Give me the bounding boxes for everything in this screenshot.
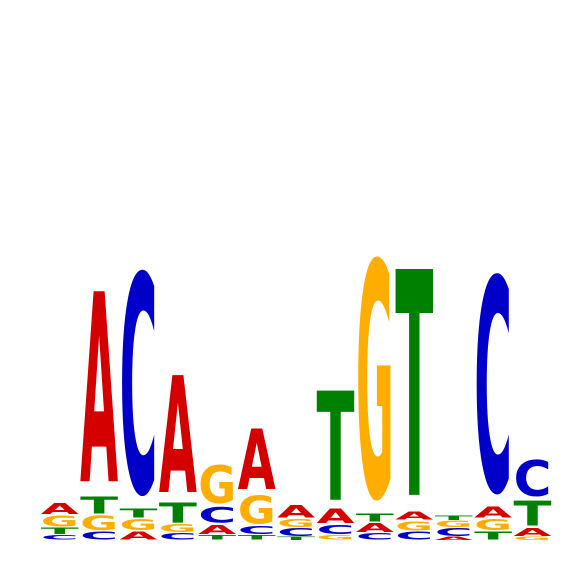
logo-letter-A: A <box>317 505 355 528</box>
logo-letter-C: C <box>120 214 158 562</box>
logo-letter-G: G <box>41 513 79 530</box>
logo-letter-C: C <box>198 503 236 528</box>
logo-letter-T: T <box>356 512 395 524</box>
logo-letter-T: T <box>80 492 118 519</box>
logo-letter-A: A <box>356 521 394 536</box>
logo-letter-A: A <box>474 504 512 522</box>
logo-letter-G: G <box>238 489 276 533</box>
logo-letter-T: T <box>238 534 276 541</box>
logo-letter-G: G <box>198 456 236 516</box>
logo-letter-T: T <box>277 536 315 541</box>
logo-letter-G: G <box>277 517 315 529</box>
logo-letter-A: A <box>159 343 197 530</box>
logo-letter-C: C <box>277 526 315 539</box>
logo-letter-C: C <box>356 532 394 542</box>
logo-letter-G: G <box>474 517 512 534</box>
logo-letter-C: C <box>514 450 552 507</box>
logo-letter-A: A <box>435 536 473 541</box>
logo-letter-A: A <box>395 510 434 522</box>
logo-letter-T: T <box>198 534 236 541</box>
logo-letter-C: C <box>435 526 473 539</box>
logo-letter-C: C <box>474 219 512 560</box>
logo-letter-A: A <box>41 500 79 518</box>
logo-letter-T: T <box>435 514 473 521</box>
logo-letter-A: A <box>80 241 118 544</box>
logo-letter-G: G <box>120 517 158 534</box>
logo-letter-C: C <box>159 532 197 542</box>
logo-letter-A: A <box>238 413 276 509</box>
logo-letter-A: A <box>120 530 159 542</box>
logo-letter-C: C <box>395 529 433 542</box>
logo-letter-G: G <box>317 534 355 542</box>
logo-letter-T: T <box>474 530 513 542</box>
logo-letter-G: G <box>80 513 118 535</box>
logo-letter-T: T <box>317 361 355 536</box>
logo-letter-G: G <box>356 198 394 566</box>
logo-letter-A: A <box>514 526 553 538</box>
logo-letter-C: C <box>238 524 276 537</box>
logo-letter-G: G <box>435 519 473 529</box>
logo-letter-T: T <box>159 497 197 529</box>
logo-letter-A: A <box>198 522 236 537</box>
logo-letter-T: T <box>514 494 553 534</box>
logo-letter-G: G <box>159 522 197 534</box>
logo-letter-C: C <box>41 534 79 541</box>
logo-letter-T: T <box>41 526 79 536</box>
logo-letter-G: G <box>514 536 552 541</box>
logo-letter-G: G <box>395 519 433 534</box>
logo-letter-C: C <box>317 522 355 537</box>
logo-letter-C: C <box>80 529 118 542</box>
logo-letter-T: T <box>395 208 433 566</box>
logo-letter-A: A <box>277 502 316 522</box>
logo-letter-T: T <box>120 506 159 521</box>
